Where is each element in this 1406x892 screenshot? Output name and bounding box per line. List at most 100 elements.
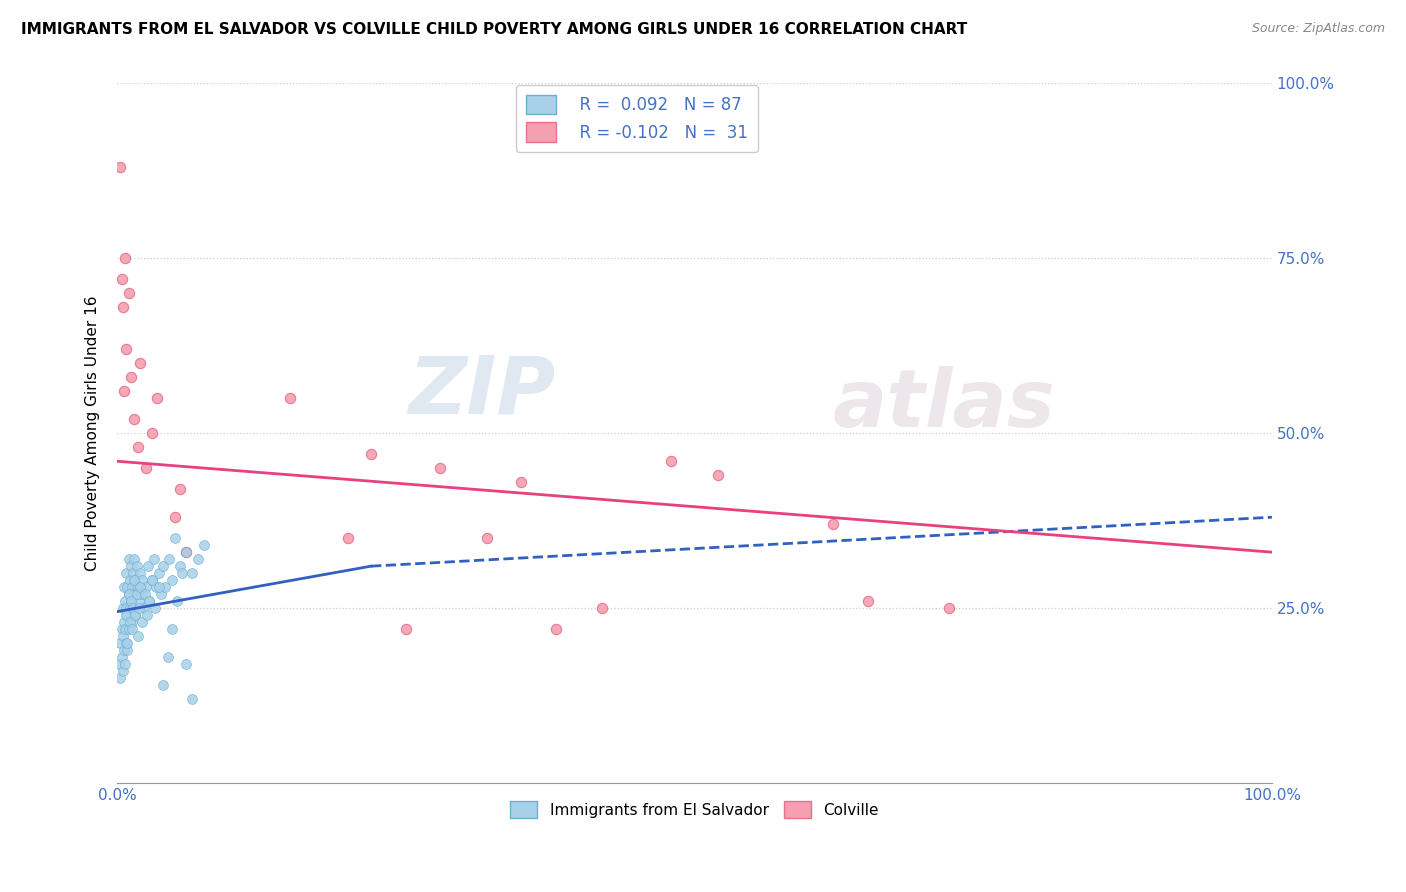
Point xyxy=(110,671,132,685)
Point xyxy=(174,545,197,559)
Point xyxy=(110,622,132,636)
Point xyxy=(129,356,152,370)
Point xyxy=(122,601,145,615)
Point xyxy=(117,587,139,601)
Point xyxy=(336,531,359,545)
Point xyxy=(111,301,134,315)
Point xyxy=(125,559,148,574)
Point xyxy=(117,622,139,636)
Point xyxy=(110,272,132,286)
Point xyxy=(135,580,157,594)
Point xyxy=(132,601,155,615)
Point xyxy=(475,531,498,545)
Point xyxy=(181,566,204,581)
Point xyxy=(124,573,146,587)
Point xyxy=(155,580,177,594)
Legend: Immigrants from El Salvador, Colville: Immigrants from El Salvador, Colville xyxy=(503,795,886,824)
Point xyxy=(149,587,172,601)
Point xyxy=(118,601,141,615)
Point xyxy=(118,615,141,629)
Point xyxy=(128,594,150,608)
Point xyxy=(124,608,146,623)
Point xyxy=(108,657,131,672)
Point xyxy=(141,573,163,587)
Point xyxy=(115,636,138,650)
Point xyxy=(110,636,132,650)
Point xyxy=(120,559,142,574)
Text: atlas: atlas xyxy=(832,367,1056,444)
Point xyxy=(138,594,160,608)
Point xyxy=(706,468,728,483)
Point xyxy=(162,622,184,636)
Point xyxy=(112,615,135,629)
Point xyxy=(157,552,180,566)
Point xyxy=(170,566,193,581)
Point xyxy=(193,538,215,552)
Point xyxy=(136,559,159,574)
Point xyxy=(131,573,153,587)
Point xyxy=(136,608,159,623)
Point xyxy=(162,573,184,587)
Point xyxy=(115,343,138,357)
Point xyxy=(124,573,146,587)
Point xyxy=(187,552,209,566)
Point xyxy=(163,510,186,524)
Point xyxy=(117,580,139,594)
Point xyxy=(395,622,418,636)
Point xyxy=(145,580,167,594)
Point xyxy=(152,559,174,574)
Point xyxy=(117,608,139,623)
Point xyxy=(146,391,169,405)
Point xyxy=(856,594,879,608)
Point xyxy=(821,517,844,532)
Point xyxy=(124,608,146,623)
Point xyxy=(429,461,451,475)
Point xyxy=(510,475,533,490)
Point xyxy=(141,426,163,441)
Point xyxy=(141,573,163,587)
Point xyxy=(122,566,145,581)
Point xyxy=(134,587,156,601)
Point xyxy=(143,601,166,615)
Point xyxy=(121,580,143,594)
Point xyxy=(156,650,179,665)
Point xyxy=(135,461,157,475)
Point xyxy=(117,286,139,301)
Point xyxy=(120,370,142,384)
Point xyxy=(131,615,153,629)
Point xyxy=(128,601,150,615)
Point xyxy=(659,454,682,468)
Text: IMMIGRANTS FROM EL SALVADOR VS COLVILLE CHILD POVERTY AMONG GIRLS UNDER 16 CORRE: IMMIGRANTS FROM EL SALVADOR VS COLVILLE … xyxy=(21,22,967,37)
Point xyxy=(127,580,149,594)
Point xyxy=(115,608,138,623)
Point xyxy=(115,566,138,581)
Point xyxy=(152,678,174,692)
Point xyxy=(174,657,197,672)
Point xyxy=(124,552,146,566)
Text: Source: ZipAtlas.com: Source: ZipAtlas.com xyxy=(1251,22,1385,36)
Point xyxy=(169,559,191,574)
Point xyxy=(544,622,567,636)
Point xyxy=(122,601,145,615)
Point xyxy=(111,664,134,678)
Point xyxy=(142,552,165,566)
Point xyxy=(124,412,146,426)
Point xyxy=(114,594,136,608)
Point xyxy=(591,601,613,615)
Point xyxy=(138,594,160,608)
Text: ZIP: ZIP xyxy=(409,352,555,430)
Point xyxy=(115,601,138,615)
Point xyxy=(110,650,132,665)
Point xyxy=(127,629,149,643)
Point xyxy=(120,594,142,608)
Point xyxy=(121,615,143,629)
Point xyxy=(148,566,170,581)
Point xyxy=(117,643,139,657)
Point xyxy=(166,594,188,608)
Point xyxy=(360,447,382,461)
Point xyxy=(120,594,142,608)
Point xyxy=(125,587,148,601)
Point xyxy=(129,580,152,594)
Point xyxy=(127,440,149,454)
Point xyxy=(148,580,170,594)
